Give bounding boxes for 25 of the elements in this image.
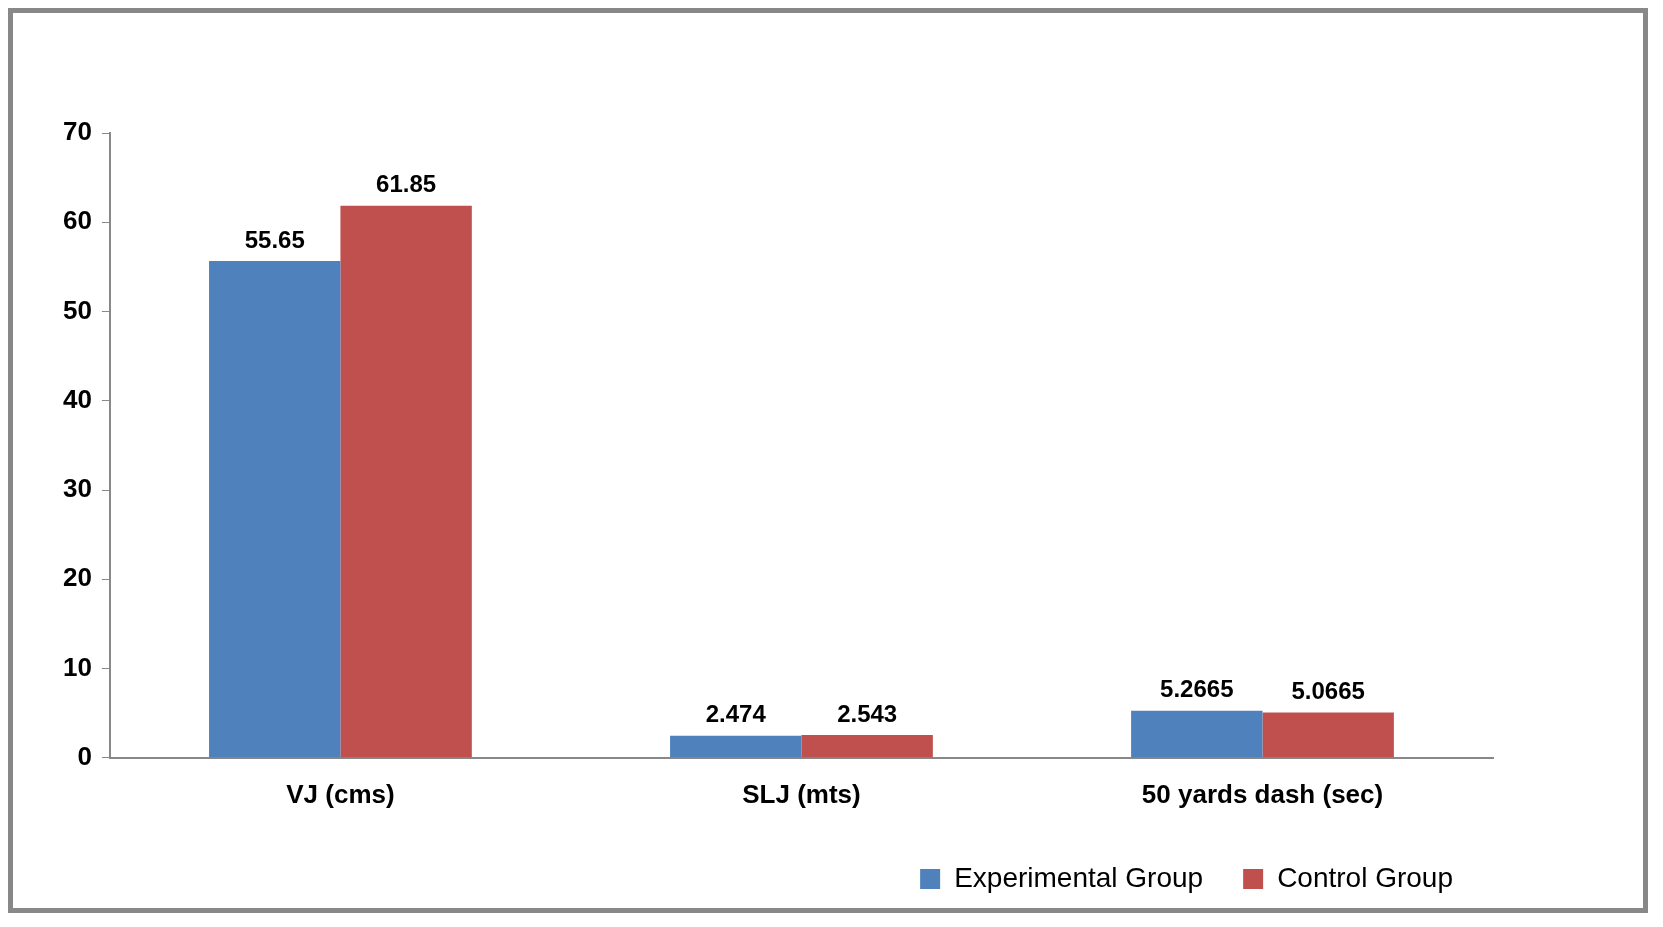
data-label: 61.85 [376, 170, 437, 198]
bar [1131, 710, 1263, 758]
x-tick-label: 50 yards dash (sec) [1141, 778, 1384, 809]
data-label: 2.474 [705, 700, 767, 728]
bar [1262, 712, 1394, 758]
bar [209, 261, 341, 758]
data-label: 5.2665 [1160, 675, 1234, 703]
x-tick-label: VJ (cms) [286, 778, 395, 809]
data-label: 5.0665 [1291, 677, 1365, 705]
legend-label: Control Group [1277, 861, 1454, 893]
data-label: 2.543 [837, 699, 898, 727]
bar [670, 735, 802, 758]
y-tick-label: 70 [63, 116, 92, 147]
bar [340, 205, 472, 758]
legend-label: Experimental Group [954, 861, 1204, 893]
y-tick-label: 30 [63, 473, 92, 504]
y-tick-label: 40 [63, 383, 92, 414]
x-tick-label: SLJ (mts) [742, 778, 861, 809]
y-tick-label: 20 [63, 562, 92, 593]
y-tick-label: 50 [63, 294, 92, 325]
y-tick-label: 10 [63, 651, 92, 682]
y-tick-label: 0 [77, 740, 92, 771]
data-label: 55.65 [244, 225, 305, 253]
bar [801, 735, 933, 758]
y-tick-label: 60 [63, 205, 92, 236]
